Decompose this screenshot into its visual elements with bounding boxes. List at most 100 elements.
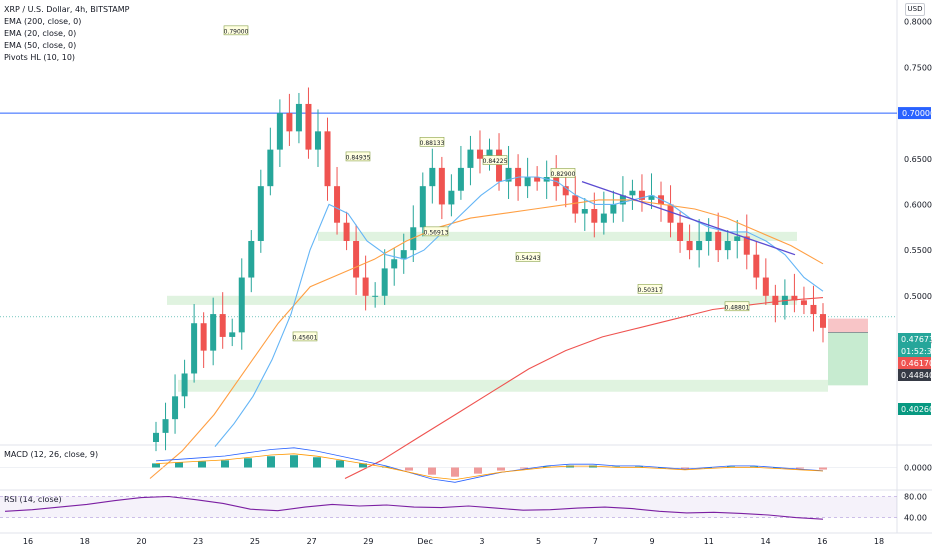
candle-body [496, 149, 503, 182]
pivot-label-box [292, 331, 318, 342]
candle-body [724, 240, 731, 251]
macd-histogram-bar [497, 467, 505, 471]
pivot-label: 0.84935 [346, 154, 371, 161]
macd-histogram-bar [267, 456, 275, 468]
candle-body [572, 195, 579, 214]
candle-body [534, 177, 541, 182]
candle-body [705, 231, 712, 241]
price-tag-text: 01:52:30 [901, 347, 932, 356]
pivot-label: 0.84225 [483, 158, 508, 165]
macd-histogram-bar [313, 457, 321, 468]
indicator-ema50[interactable]: EMA (50, close, 0) [4, 41, 77, 50]
trendline [581, 180, 796, 256]
candle-body [210, 314, 217, 351]
price-tag [898, 357, 931, 369]
candle-body [505, 167, 512, 182]
position-target-zone [828, 332, 868, 386]
indicator-pivots[interactable]: Pivots HL (10, 10) [4, 53, 76, 62]
candle-body [314, 131, 321, 150]
indicator-ema200[interactable]: EMA (200, close, 0) [4, 17, 82, 26]
macd-histogram-bar [428, 467, 436, 475]
candle-body [753, 254, 760, 278]
time-tick-label: 25 [250, 537, 260, 546]
candle-body [677, 222, 684, 241]
macd-histogram-bar [681, 467, 689, 469]
price-tag-text: 0.40260 [901, 405, 932, 414]
candle-body [257, 186, 264, 241]
candle-body [419, 186, 426, 228]
pivot-label-box [223, 25, 249, 36]
candle-body [629, 190, 636, 196]
macd-histogram-bar [221, 460, 229, 468]
macd-histogram-bar [796, 467, 804, 469]
currency-button[interactable]: USD [905, 3, 925, 16]
pivot-label-box [724, 301, 750, 312]
time-tick-label: 9 [650, 537, 655, 546]
ema-line [214, 176, 824, 447]
candle-body [810, 304, 817, 315]
macd-signal-line [155, 453, 824, 481]
candle-body [762, 277, 769, 296]
candle-body [200, 323, 207, 351]
pivot-label-box [515, 252, 541, 262]
macd-histogram-bar [198, 461, 206, 468]
time-tick-label: 14 [760, 537, 770, 546]
candle-body [610, 204, 617, 214]
candle-body [372, 295, 379, 297]
time-tick-label: 23 [193, 537, 203, 546]
candle-body [267, 149, 274, 187]
pivot-label: 0.79000 [224, 28, 249, 35]
candle-body [476, 149, 483, 159]
pivot-label: 0.54243 [516, 255, 541, 262]
candle-body [286, 113, 293, 132]
candle-body [667, 204, 674, 223]
pivot-label: 0.48801 [725, 304, 750, 311]
candle-body [429, 167, 436, 187]
candle-body [743, 236, 750, 255]
price-tag [898, 345, 931, 357]
candle-body [276, 113, 283, 150]
candles [153, 87, 826, 452]
macd-histogram-bar [819, 467, 827, 470]
candle-body [715, 231, 722, 251]
macd-histogram-bar [474, 467, 482, 474]
candle-body [219, 314, 226, 337]
pivot-label-box [482, 155, 508, 165]
pivot-label-box [419, 137, 445, 147]
pivot-label: 0.82900 [551, 171, 576, 178]
price-tag [898, 333, 931, 345]
candle-body [172, 396, 179, 420]
candle-body [820, 314, 826, 328]
pivot-label-box [550, 168, 576, 178]
candle-body [448, 190, 455, 205]
time-tick-label: 5 [536, 537, 541, 546]
candle-body [467, 149, 474, 168]
pivot-label: 0.56913 [424, 229, 449, 236]
pivot-label-box [345, 151, 371, 162]
indicator-ema20[interactable]: EMA (20, close, 0) [4, 29, 77, 38]
pivot-label: 0.45601 [293, 334, 318, 341]
candle-body [362, 277, 369, 296]
rsi-level-label: 40.00 [904, 514, 927, 523]
macd-histogram-bar [152, 463, 160, 468]
candle-body [400, 250, 407, 260]
candle-body [229, 332, 236, 337]
macd-histogram-bar [520, 467, 528, 469]
rsi-title: RSI (14, close) [4, 495, 62, 504]
macd-histogram-bar [175, 462, 183, 468]
rsi-level-label: 80.00 [904, 493, 927, 502]
time-tick-label: 20 [136, 537, 146, 546]
price-tag [898, 403, 931, 415]
time-tick-label: 11 [704, 537, 714, 546]
time-tick-label: 16 [23, 537, 33, 546]
candle-body [486, 149, 493, 159]
